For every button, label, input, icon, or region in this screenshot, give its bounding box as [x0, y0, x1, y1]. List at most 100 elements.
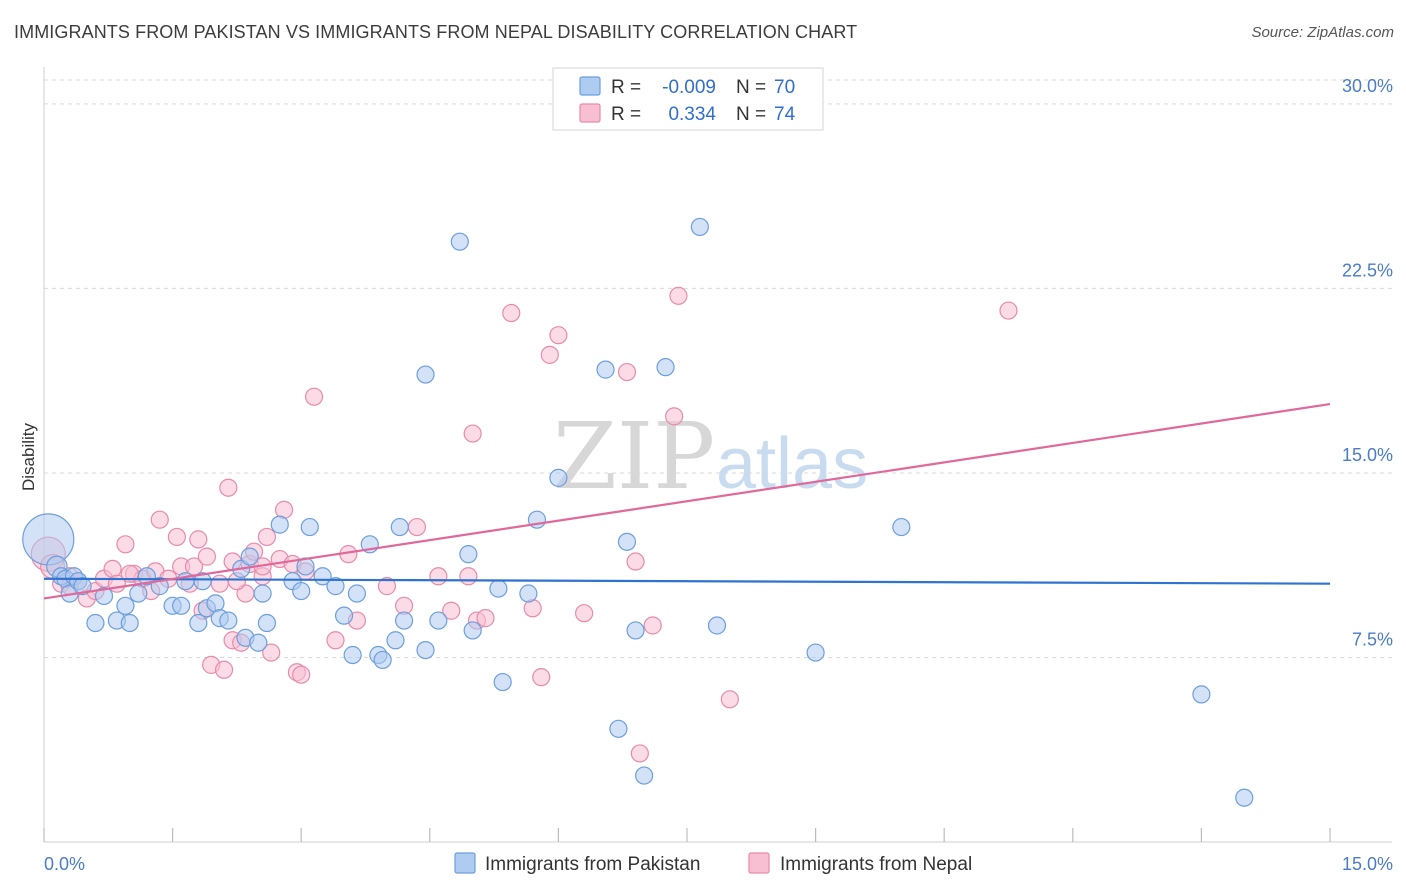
x-tick-label-max: 15.0%: [1342, 854, 1393, 874]
point-nepal: [262, 643, 281, 662]
series-pakistan-points: [22, 217, 1254, 807]
watermark-zip: ZIP: [553, 403, 715, 510]
y-tick-label: 15.0%: [1342, 445, 1393, 465]
point-nepal: [665, 407, 684, 426]
axes: 7.5% 15.0% 22.5% 30.0% 0.0% 15.0%: [43, 67, 1393, 874]
y-axis-label: Disability: [19, 422, 38, 491]
point-nepal: [292, 665, 311, 684]
point-pakistan: [249, 633, 268, 652]
point-pakistan: [373, 650, 392, 670]
x-tick-label-min: 0.0%: [44, 854, 85, 874]
point-pakistan: [94, 586, 114, 606]
point-pakistan: [334, 606, 354, 625]
point-pakistan: [343, 645, 362, 665]
point-nepal: [630, 744, 649, 763]
point-pakistan: [656, 358, 675, 377]
point-pakistan: [129, 584, 148, 603]
point-pakistan: [326, 577, 345, 596]
point-pakistan: [300, 517, 319, 537]
series-nepal-points: [30, 286, 1018, 763]
legend-swatch-nepal: [579, 103, 601, 123]
bottom-legend-swatch-pakistan: [454, 852, 476, 874]
point-pakistan: [707, 616, 727, 635]
point-pakistan: [116, 596, 135, 615]
point-nepal: [189, 530, 208, 549]
legend-r-label-pakistan: R =: [611, 77, 641, 98]
point-pakistan: [189, 613, 208, 633]
point-pakistan: [394, 611, 414, 630]
point-pakistan: [416, 640, 435, 660]
point-nepal: [575, 604, 594, 623]
legend-r-value-pakistan: -0.009: [662, 77, 716, 98]
point-nepal: [532, 668, 551, 687]
point-nepal: [150, 510, 169, 529]
legend-n-value-nepal: 74: [774, 104, 796, 125]
legend-n-label-pakistan: N =: [736, 77, 766, 98]
point-nepal: [540, 345, 559, 364]
point-pakistan: [219, 611, 238, 630]
point-pakistan: [137, 567, 156, 586]
point-pakistan: [86, 613, 105, 633]
point-pakistan: [240, 547, 259, 566]
chart-title: IMMIGRANTS FROM PAKISTAN VS IMMIGRANTS F…: [14, 22, 858, 42]
point-pakistan: [493, 672, 512, 692]
point-nepal: [214, 660, 234, 679]
point-nepal: [669, 286, 688, 305]
point-nepal: [626, 552, 645, 571]
point-nepal: [999, 301, 1018, 320]
point-nepal: [463, 424, 482, 443]
trend-line-pakistan: [43, 577, 1331, 585]
point-pakistan: [609, 719, 628, 738]
point-nepal: [116, 535, 135, 554]
bottom-legend-label-nepal: Immigrants from Nepal: [780, 854, 972, 875]
chart-source: Source: ZipAtlas.com: [1251, 24, 1394, 41]
point-pakistan: [416, 365, 435, 384]
point-pakistan: [549, 468, 568, 487]
point-pakistan: [120, 613, 139, 633]
bottom-legend: Immigrants from Pakistan Immigrants from…: [454, 852, 972, 875]
point-nepal: [617, 362, 637, 382]
point-nepal: [502, 303, 521, 323]
point-pakistan: [596, 360, 615, 379]
point-nepal: [442, 601, 461, 620]
point-nepal: [197, 547, 216, 566]
point-nepal: [326, 631, 345, 650]
point-nepal: [643, 616, 662, 635]
point-pakistan: [257, 613, 277, 633]
point-pakistan: [1235, 788, 1254, 807]
y-tick-label: 7.5%: [1352, 629, 1393, 649]
point-pakistan: [172, 596, 191, 615]
point-nepal: [459, 567, 478, 586]
point-pakistan: [690, 217, 709, 237]
point-pakistan: [347, 584, 367, 603]
legend-box: R = -0.009 N = 70 R = 0.334 N = 74: [552, 67, 824, 131]
trend-line-nepal: [43, 402, 1331, 600]
point-pakistan: [193, 572, 212, 591]
point-pakistan: [390, 517, 409, 537]
point-nepal: [219, 478, 238, 497]
legend-n-label-nepal: N =: [736, 104, 766, 125]
point-pakistan: [892, 517, 911, 537]
point-pakistan: [617, 532, 637, 551]
point-nepal: [476, 609, 495, 628]
point-nepal: [429, 567, 448, 586]
point-pakistan: [73, 577, 92, 596]
point-nepal: [407, 517, 427, 537]
y-tick-label: 30.0%: [1342, 76, 1393, 96]
legend-n-value-pakistan: 70: [774, 77, 795, 98]
point-nepal: [257, 527, 277, 547]
point-pakistan: [626, 621, 645, 640]
point-nepal: [377, 577, 397, 596]
point-pakistan: [635, 766, 654, 785]
point-pakistan: [386, 631, 405, 650]
y-tick-label: 22.5%: [1342, 260, 1393, 280]
point-pakistan: [429, 611, 448, 630]
legend-r-label-nepal: R =: [611, 104, 641, 125]
point-nepal: [167, 527, 186, 547]
point-pakistan: [450, 232, 469, 251]
point-pakistan: [459, 545, 478, 564]
point-pakistan: [806, 643, 825, 662]
point-pakistan: [1192, 685, 1211, 704]
legend-swatch-pakistan: [579, 76, 601, 96]
